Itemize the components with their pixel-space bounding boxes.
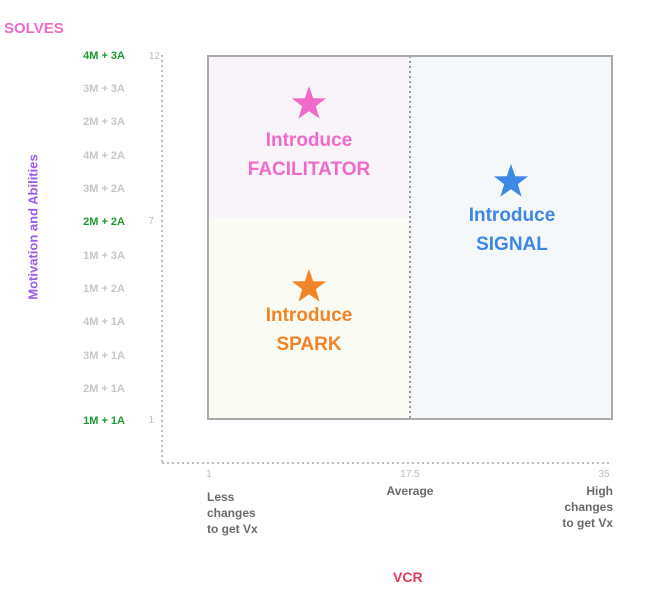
x-desc-line: to get Vx	[562, 516, 613, 530]
x-desc-line: to get Vx	[207, 522, 258, 536]
y-tick-label: 2M + 3A	[83, 116, 125, 128]
signal-line1: Introduce	[469, 205, 556, 226]
y-tick-label: 4M + 1A	[83, 316, 125, 328]
spark-line2: SPARK	[276, 334, 341, 355]
y-tick-label: 1M + 3A	[83, 250, 125, 262]
x-desc-line: High	[586, 484, 613, 498]
x-desc-line: Average	[386, 484, 434, 498]
y-tick-label: 2M + 2A	[83, 216, 125, 228]
x-axis-label: VCR	[393, 569, 423, 585]
signal-line2: SIGNAL	[476, 234, 548, 255]
spark-line1: Introduce	[266, 305, 353, 326]
facilitator-star-icon	[291, 86, 327, 119]
x-axis-number: 17.5	[400, 469, 420, 480]
x-desc-line: Less	[207, 490, 235, 504]
x-axis-number: 35	[598, 469, 610, 480]
signal-quadrant	[410, 56, 612, 419]
y-tick-label: 3M + 1A	[83, 350, 125, 362]
y-tick-label: 4M + 3A	[83, 50, 125, 62]
y-tick-label: 3M + 3A	[83, 83, 125, 95]
spark-star-icon	[291, 269, 327, 302]
x-axis-number: 1	[206, 469, 212, 480]
x-desc-right: High changes to get Vx	[530, 483, 613, 531]
x-desc-line: changes	[564, 500, 613, 514]
y-tick-label: 1M + 1A	[83, 415, 125, 427]
signal-star-icon	[493, 164, 529, 197]
spark-quadrant	[208, 218, 410, 419]
x-desc-left: Less changes to get Vx	[207, 489, 258, 537]
quadrant-frame	[207, 55, 613, 420]
y-axis-number: 1	[148, 415, 154, 426]
x-desc-line: changes	[207, 506, 256, 520]
y-axis-number: 12	[148, 51, 160, 62]
x-desc-center: Average	[370, 483, 450, 499]
y-tick-label: 2M + 1A	[83, 383, 125, 395]
facilitator-quadrant	[208, 56, 410, 218]
solves-label: SOLVES	[4, 20, 64, 37]
y-tick-label: 3M + 2A	[83, 183, 125, 195]
facilitator-line2: FACILITATOR	[248, 159, 371, 180]
y-tick-label: 4M + 2A	[83, 150, 125, 162]
facilitator-line1: Introduce	[266, 130, 353, 151]
y-axis-number: 7	[148, 216, 154, 227]
y-tick-label: 1M + 2A	[83, 283, 125, 295]
